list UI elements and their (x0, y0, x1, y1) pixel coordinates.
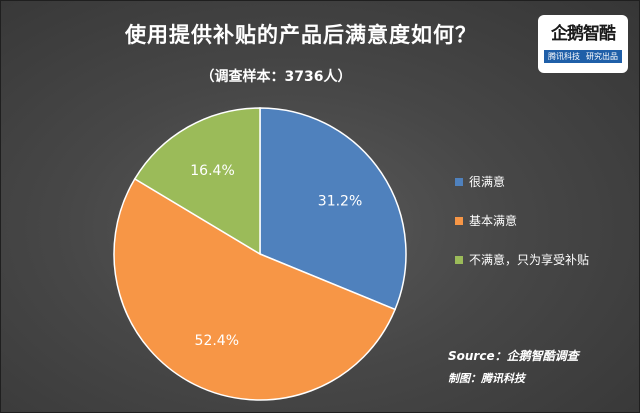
chart-legend: 很满意基本满意不满意，只为享受补贴 (455, 175, 589, 292)
legend-label: 基本满意 (469, 214, 518, 228)
source-note: Source：企鹅智酷调查 (448, 349, 579, 363)
logo-tagline: 腾讯科技 研究出品 (544, 50, 622, 63)
credit-note: 制图：腾讯科技 (448, 372, 525, 385)
slice-label: 16.4% (190, 163, 234, 179)
pie-slice (113, 177, 397, 401)
pie-slice (259, 107, 407, 311)
legend-item: 不满意，只为享受补贴 (455, 253, 590, 267)
pie-slice (133, 107, 261, 256)
logo-tag: 腾讯科技 (548, 52, 580, 61)
slice-label: 31.2% (318, 193, 362, 209)
chart-title: 使用提供补贴的产品后满意度如何？ (125, 23, 477, 47)
legend-swatch (455, 216, 463, 225)
brand-logo: 企鹅智酷 腾讯科技 研究出品 (538, 15, 628, 73)
slice-label: 52.4% (195, 333, 239, 349)
chart-subtitle: （调查样本：3736人） (200, 69, 352, 85)
logo-tag: 研究出品 (586, 52, 618, 61)
legend-label: 很满意 (469, 175, 506, 189)
legend-label: 不满意，只为享受补贴 (469, 253, 590, 267)
logo-name: 企鹅智酷 (551, 24, 616, 44)
legend-item: 基本满意 (455, 214, 589, 228)
legend-swatch (455, 255, 463, 264)
legend-swatch (455, 177, 463, 186)
legend-item: 很满意 (455, 175, 589, 189)
